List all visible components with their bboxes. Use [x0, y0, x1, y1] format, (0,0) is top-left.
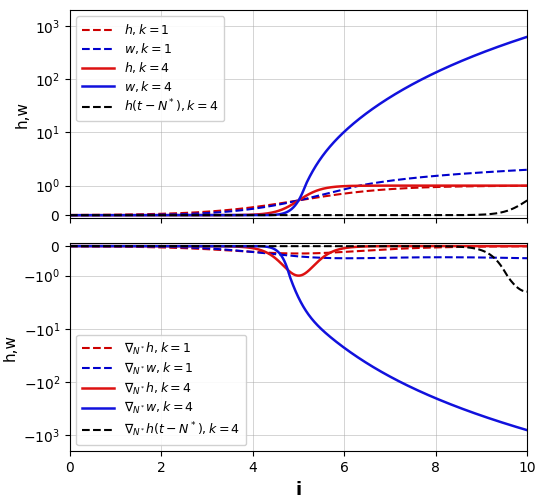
$\nabla_{N^*} w, k=4$: [524, 427, 530, 433]
$\nabla_{N^*} w, k=4$: [357, 356, 364, 362]
$\nabla_{N^*} h, k=1$: [524, 244, 530, 249]
$\nabla_{N^*} h(t-N^*), k=4$: [337, 243, 344, 249]
$\nabla_{N^*} h(t-N^*), k=4$: [357, 243, 364, 249]
$\nabla_{N^*} h, k=1$: [406, 246, 412, 251]
$h(t-N^*), k=4$: [67, 212, 73, 218]
Line: $w, k=1$: $w, k=1$: [70, 170, 527, 215]
$h(t-N^*), k=4$: [430, 212, 437, 218]
$h, k=1$: [232, 206, 239, 212]
$\nabla_{N^*} h, k=4$: [357, 244, 364, 249]
$w, k=1$: [524, 167, 530, 173]
Line: $\nabla_{N^*} w, k=4$: $\nabla_{N^*} w, k=4$: [70, 246, 527, 430]
$\nabla_{N^*} h, k=4$: [232, 244, 239, 249]
$\nabla_{N^*} h, k=4$: [337, 246, 344, 252]
$h(t-N^*), k=4$: [524, 197, 530, 203]
$\nabla_{N^*} w, k=1$: [430, 254, 437, 260]
$w, k=1$: [67, 212, 73, 218]
$\nabla_{N^*} h, k=1$: [430, 245, 437, 250]
$h, k=4$: [430, 183, 437, 188]
$\nabla_{N^*} h, k=1$: [67, 244, 73, 249]
$w, k=1$: [406, 176, 412, 182]
$w, k=1$: [430, 173, 437, 179]
$\nabla_{N^*} h, k=4$: [295, 273, 302, 279]
Line: $\nabla_{N^*} h(t-N^*), k=4$: $\nabla_{N^*} h(t-N^*), k=4$: [70, 246, 527, 292]
X-axis label: i: i: [295, 481, 302, 496]
Line: $\nabla_{N^*} h, k=4$: $\nabla_{N^*} h, k=4$: [70, 246, 527, 276]
$\nabla_{N^*} w, k=4$: [90, 243, 96, 249]
$\nabla_{N^*} h, k=1$: [357, 248, 364, 254]
$\nabla_{N^*} h, k=4$: [430, 243, 437, 249]
$w, k=1$: [357, 183, 364, 188]
$\nabla_{N^*} h, k=1$: [232, 248, 239, 254]
Line: $\nabla_{N^*} w, k=1$: $\nabla_{N^*} w, k=1$: [70, 246, 527, 258]
$\nabla_{N^*} h(t-N^*), k=4$: [232, 243, 239, 249]
$\nabla_{N^*} h, k=1$: [295, 250, 302, 256]
$\nabla_{N^*} w, k=1$: [90, 243, 96, 249]
$h, k=1$: [524, 183, 530, 189]
$h, k=4$: [232, 212, 239, 218]
$h(t-N^*), k=4$: [406, 212, 412, 218]
$h, k=1$: [430, 184, 437, 190]
Line: $h(t-N^*), k=4$: $h(t-N^*), k=4$: [70, 200, 527, 215]
$h, k=4$: [406, 183, 412, 188]
$h, k=4$: [337, 184, 344, 189]
$\nabla_{N^*} w, k=1$: [357, 255, 364, 261]
Y-axis label: h,w: h,w: [3, 334, 18, 361]
$h, k=1$: [406, 185, 412, 191]
$w, k=1$: [232, 208, 239, 214]
$\nabla_{N^*} h(t-N^*), k=4$: [430, 243, 437, 249]
$h(t-N^*), k=4$: [90, 212, 96, 218]
$\nabla_{N^*} h(t-N^*), k=4$: [524, 289, 530, 295]
Line: $h, k=4$: $h, k=4$: [70, 186, 527, 215]
$w, k=1$: [337, 187, 344, 193]
$\nabla_{N^*} h(t-N^*), k=4$: [67, 243, 73, 249]
$w, k=4$: [337, 132, 344, 138]
$\nabla_{N^*} w, k=1$: [232, 248, 239, 253]
$\nabla_{N^*} h, k=4$: [67, 243, 73, 249]
$\nabla_{N^*} w, k=4$: [430, 394, 437, 400]
$\nabla_{N^*} w, k=4$: [67, 243, 73, 249]
$w, k=4$: [406, 83, 412, 89]
$w, k=4$: [90, 212, 96, 218]
$\nabla_{N^*} h(t-N^*), k=4$: [90, 243, 96, 249]
$\nabla_{N^*} w, k=1$: [67, 243, 73, 249]
$\nabla_{N^*} w, k=4$: [406, 383, 412, 389]
$w, k=4$: [430, 70, 437, 76]
$h(t-N^*), k=4$: [232, 212, 239, 218]
$\nabla_{N^*} w, k=1$: [406, 254, 412, 260]
$\nabla_{N^*} h(t-N^*), k=4$: [406, 243, 412, 249]
$h, k=1$: [357, 188, 364, 194]
$h(t-N^*), k=4$: [357, 212, 364, 218]
$w, k=4$: [357, 115, 364, 121]
Line: $h, k=1$: $h, k=1$: [70, 186, 527, 215]
$h, k=4$: [67, 212, 73, 218]
$\nabla_{N^*} w, k=4$: [232, 243, 239, 249]
$\nabla_{N^*} h, k=1$: [337, 249, 344, 255]
$h, k=4$: [524, 183, 530, 188]
$\nabla_{N^*} h, k=4$: [90, 243, 96, 249]
$\nabla_{N^*} h, k=4$: [524, 243, 530, 249]
$\nabla_{N^*} h, k=1$: [90, 244, 96, 249]
$h, k=1$: [337, 191, 344, 197]
Y-axis label: h,w: h,w: [15, 101, 30, 127]
$\nabla_{N^*} w, k=4$: [337, 342, 344, 348]
$w, k=4$: [524, 34, 530, 40]
$w, k=1$: [90, 212, 96, 218]
$w, k=4$: [67, 212, 73, 218]
$w, k=4$: [232, 212, 239, 218]
$\nabla_{N^*} w, k=1$: [345, 255, 351, 261]
Legend: $\nabla_{N^*} h, k=1$, $\nabla_{N^*} w, k=1$, $\nabla_{N^*} h, k=4$, $\nabla_{N^: $\nabla_{N^*} h, k=1$, $\nabla_{N^*} w, …: [76, 334, 246, 445]
$h, k=1$: [90, 212, 96, 218]
Line: $w, k=4$: $w, k=4$: [70, 37, 527, 215]
$h, k=1$: [67, 212, 73, 218]
Legend: $h, k=1$, $w, k=1$, $h, k=4$, $w, k=4$, $h(t-N^*), k=4$: $h, k=1$, $w, k=1$, $h, k=4$, $w, k=4$, …: [76, 16, 224, 121]
$h(t-N^*), k=4$: [337, 212, 344, 218]
$\nabla_{N^*} w, k=1$: [524, 255, 530, 261]
$\nabla_{N^*} h, k=4$: [406, 243, 412, 249]
Line: $\nabla_{N^*} h, k=1$: $\nabla_{N^*} h, k=1$: [70, 247, 527, 253]
$h, k=4$: [90, 212, 96, 218]
$\nabla_{N^*} w, k=1$: [337, 255, 344, 261]
$h, k=4$: [357, 183, 364, 188]
